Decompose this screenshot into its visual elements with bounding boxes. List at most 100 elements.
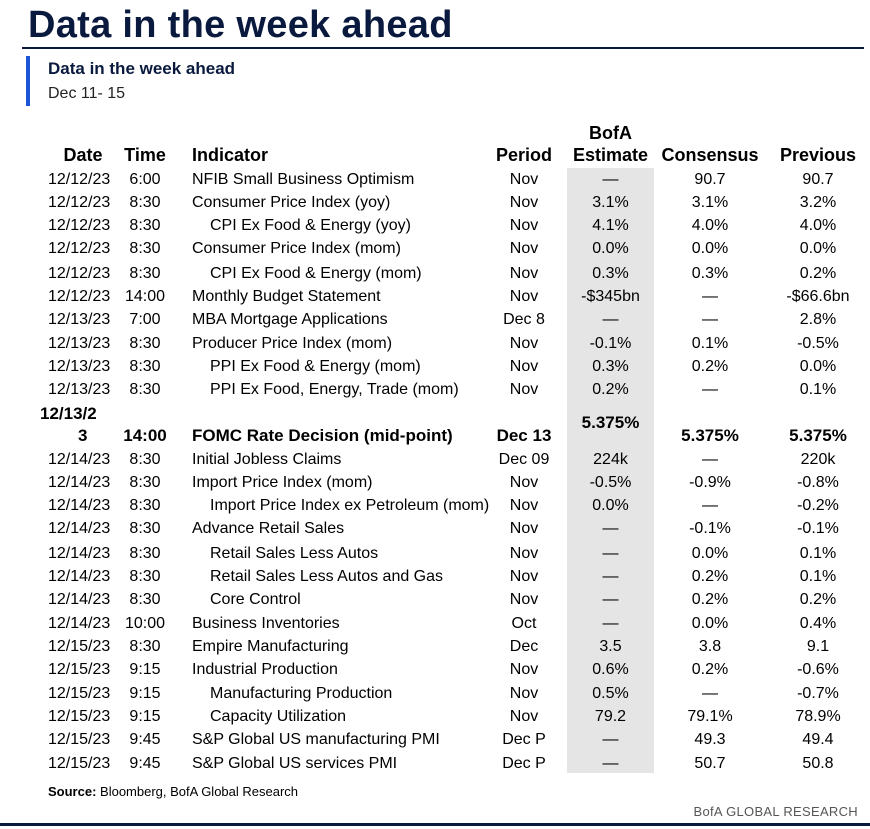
cell-estimate: — (602, 591, 619, 608)
cell-consensus: — (702, 451, 718, 468)
cell-time: 9:15 (129, 708, 161, 725)
cell-indicator: Monthly Budget Statement (192, 288, 381, 305)
cell-estimate: 0.2% (592, 381, 629, 398)
cell-date: 12/12/23 (48, 217, 111, 234)
cell-date: 12/15/23 (48, 708, 111, 725)
cell-previous: 9.1 (806, 638, 830, 655)
cell-estimate: — (602, 615, 619, 632)
cell-estimate: 0.6% (592, 661, 629, 678)
table-row: 12/14/23 8:30 Retail Sales Less Autos and … (0, 565, 870, 588)
cell-estimate: 4.1% (592, 217, 629, 234)
cell-previous: 0.4% (799, 615, 837, 632)
cell-time: 14:00 (123, 426, 167, 445)
cell-time: 8:30 (129, 335, 161, 352)
cell-estimate: 5.375% (581, 413, 640, 432)
table-row: 12/13/23 8:30 PPI Ex Food, Energy, Trade (… (0, 378, 870, 401)
cell-indicator: Capacity Utilization (210, 708, 347, 725)
cell-estimate: 3.1% (592, 194, 629, 211)
cell-previous: -0.8% (797, 474, 839, 491)
cell-previous: 0.1% (799, 545, 837, 562)
cell-previous: 78.9% (795, 708, 841, 725)
cell-previous: 3.2% (799, 194, 837, 211)
table-row: 12/14/23 8:30 Import Price Index (mom) Nov -… (0, 471, 870, 494)
cell-date: 12/13/23 (48, 358, 111, 375)
cell-consensus: 50.7 (694, 755, 726, 772)
cell-indicator: CPI Ex Food & Energy (yoy) (210, 217, 411, 234)
cell-indicator: Retail Sales Less Autos (210, 545, 379, 562)
table-row: 12/12/23 14:00 Monthly Budget Statement Nov… (0, 285, 870, 308)
cell-consensus: — (702, 497, 718, 514)
cell-period: Nov (509, 217, 539, 234)
table-row: 12/14/23 8:30 Advance Retail Sales Nov — -0.1… (0, 517, 870, 540)
estimate-column-shading (567, 168, 654, 773)
table-row: 12/14/23 8:30 Core Control Nov — 0.2% 0.2% (0, 588, 870, 611)
cell-time: 7:00 (129, 311, 161, 328)
cell-previous: 49.4 (802, 731, 834, 748)
cell-estimate: -0.5% (589, 474, 632, 491)
cell-date: 12/14/23 (48, 520, 111, 537)
cell-date: 12/15/23 (48, 755, 111, 772)
cell-period: Dec P (502, 755, 546, 772)
title-divider (22, 47, 864, 49)
cell-indicator: Advance Retail Sales (192, 520, 345, 537)
cell-indicator: FOMC Rate Decision (mid-point) (192, 426, 453, 445)
cell-time: 10:00 (124, 615, 166, 632)
cell-period: Nov (509, 335, 539, 352)
cell-date: 12/13/23 (48, 311, 111, 328)
cell-date: 12/12/23 (48, 288, 111, 305)
cell-indicator: S&P Global US services PMI (192, 755, 398, 772)
header-date: Date (63, 145, 103, 165)
cell-previous: -0.1% (797, 520, 839, 537)
cell-indicator: Initial Jobless Claims (192, 451, 342, 468)
cell-period: Nov (509, 288, 539, 305)
cell-estimate: 0.0% (592, 497, 629, 514)
cell-period: Oct (511, 615, 537, 632)
header-estimate-line1: BofA (589, 123, 632, 143)
cell-time: 9:45 (129, 731, 161, 748)
cell-previous: 50.8 (802, 755, 834, 772)
cell-estimate: — (602, 171, 619, 188)
cell-date: 12/12/23 (48, 194, 111, 211)
cell-previous: -0.2% (797, 497, 839, 514)
cell-indicator: Core Control (210, 591, 301, 608)
cell-consensus: 3.1% (691, 194, 729, 211)
cell-indicator: Retail Sales Less Autos and Gas (210, 568, 444, 585)
header-consensus: Consensus (661, 145, 759, 165)
cell-consensus: 0.1% (691, 335, 729, 352)
cell-indicator: Industrial Production (192, 661, 338, 678)
cell-consensus: -0.9% (689, 474, 731, 491)
table-row: 12/15/23 9:15 Capacity Utilization Nov 79.2 7… (0, 705, 870, 728)
cell-date: 12/14/23 (48, 615, 111, 632)
cell-estimate: 79.2 (594, 708, 627, 725)
cell-previous: 0.1% (799, 381, 837, 398)
cell-date: 12/14/23 (48, 591, 111, 608)
source-text: Bloomberg, BofA Global Research (100, 784, 299, 799)
cell-previous: -0.6% (797, 661, 839, 678)
cell-previous: 0.2% (799, 265, 837, 282)
table-row: 12/14/23 8:30 Initial Jobless Claims Dec 09… (0, 448, 870, 471)
cell-consensus: 5.375% (681, 426, 739, 445)
table-title: Data in the week ahead (48, 59, 236, 78)
table-row: 12/14/23 10:00 Business Inventories Oct — 0.0… (0, 612, 870, 635)
cell-consensus: 4.0% (691, 217, 729, 234)
cell-period: Nov (509, 381, 539, 398)
cell-period: Nov (509, 591, 539, 608)
cell-period: Nov (509, 474, 539, 491)
cell-consensus: — (702, 288, 718, 305)
cell-consensus: — (702, 381, 718, 398)
cell-previous: 220k (800, 451, 836, 468)
cell-time: 8:30 (129, 451, 161, 468)
table-row: 12/13/23 7:00 MBA Mortgage Applications Dec… (0, 308, 870, 331)
cell-period: Dec (509, 638, 539, 655)
cell-period: Nov (509, 520, 539, 537)
cell-consensus: 0.0% (691, 545, 729, 562)
cell-consensus: 0.2% (691, 661, 729, 678)
cell-previous: -0.7% (797, 685, 839, 702)
cell-period: Nov (509, 497, 539, 514)
cell-previous: 90.7 (802, 171, 834, 188)
cell-indicator: Consumer Price Index (mom) (192, 240, 401, 257)
cell-estimate: — (602, 731, 619, 748)
cell-time: 8:30 (129, 265, 161, 282)
cell-time: 8:30 (129, 240, 161, 257)
cell-indicator: CPI Ex Food & Energy (mom) (210, 265, 422, 282)
